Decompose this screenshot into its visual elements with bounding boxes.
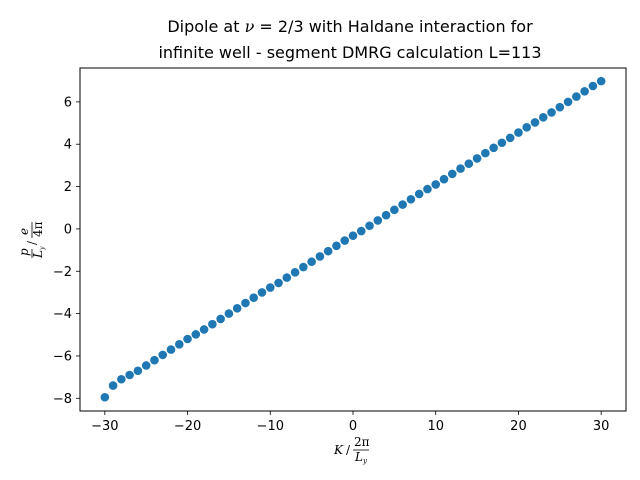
x-tick-label: −20 <box>174 419 201 434</box>
data-point <box>538 113 548 122</box>
title-prefix: Dipole at <box>167 17 244 36</box>
data-point <box>141 361 151 370</box>
data-point <box>133 366 143 376</box>
data-point <box>183 334 192 344</box>
data-point <box>406 194 416 204</box>
data-point <box>125 370 134 380</box>
data-point <box>265 283 275 292</box>
data-point <box>224 309 234 318</box>
data-point <box>199 325 209 334</box>
ylabel-e: e <box>17 228 31 235</box>
data-point <box>381 210 391 220</box>
data-point <box>332 241 341 251</box>
data-point <box>447 169 457 179</box>
data-point <box>522 122 532 132</box>
data-point <box>249 293 259 303</box>
data-point <box>472 154 482 163</box>
data-point <box>596 76 606 86</box>
data-point <box>514 128 523 137</box>
data-point <box>497 138 507 148</box>
y-tick-label: 6 <box>64 95 72 110</box>
data-point <box>439 174 449 184</box>
data-point <box>216 314 225 324</box>
ylabel-p: p <box>17 248 31 256</box>
data-point <box>241 298 250 308</box>
data-point <box>232 304 242 313</box>
data-point <box>348 231 358 240</box>
data-point <box>414 189 424 199</box>
title-eq: = <box>254 17 278 36</box>
x-tick-label: 0 <box>349 419 357 434</box>
data-point <box>257 288 267 297</box>
data-point <box>108 381 118 390</box>
y-axis-ticks: −8 −6 −4 −2 0 2 4 6 <box>53 95 80 407</box>
y-tick-label: −6 <box>53 349 72 364</box>
data-point <box>390 205 399 215</box>
data-point <box>489 143 498 153</box>
data-point <box>307 257 316 267</box>
ylabel-slash: / <box>25 240 39 245</box>
xlabel-k: K <box>333 443 344 457</box>
y-tick-label: 2 <box>64 180 72 195</box>
xlabel-numerator: 2π <box>354 435 370 449</box>
x-tick-label: 10 <box>427 419 444 434</box>
data-point <box>323 246 333 256</box>
x-tick-label: −10 <box>257 419 284 434</box>
data-point <box>563 97 573 107</box>
data-point <box>580 86 589 96</box>
y-tick-label: 0 <box>64 222 72 237</box>
data-point <box>315 252 325 261</box>
x-tick-label: 20 <box>510 419 527 434</box>
data-point <box>117 374 126 384</box>
data-point <box>365 221 374 231</box>
data-point <box>100 392 110 402</box>
data-points <box>100 76 606 402</box>
chart-title-line1: Dipole at ν = 2/3 with Haldane interacti… <box>167 17 533 36</box>
data-point <box>174 340 184 349</box>
data-point <box>282 273 292 282</box>
ylabel-ly: Ly <box>31 246 46 259</box>
data-point <box>555 102 565 112</box>
data-point <box>464 159 474 169</box>
data-point <box>158 350 168 360</box>
data-point <box>588 81 598 91</box>
data-point <box>299 262 308 272</box>
y-tick-label: 4 <box>64 138 72 153</box>
x-tick-label: −30 <box>91 419 118 434</box>
xlabel-denominator: Ly <box>354 450 368 465</box>
xlabel-slash: / <box>346 443 351 457</box>
data-point <box>208 319 217 329</box>
chart-title-line2: infinite well - segment DMRG calculation… <box>158 43 541 62</box>
data-point <box>290 268 300 277</box>
y-tick-label: −4 <box>53 307 72 322</box>
x-axis-label: K / 2π Ly <box>333 435 370 465</box>
y-tick-label: −8 <box>53 392 72 407</box>
data-point <box>431 180 441 189</box>
data-point <box>274 278 283 288</box>
data-point <box>373 216 383 225</box>
data-point <box>572 92 581 101</box>
y-tick-label: −2 <box>53 265 72 280</box>
title-suffix: with Haldane interaction for <box>304 17 533 36</box>
data-point <box>505 133 515 143</box>
data-point <box>530 118 540 127</box>
title-frac: 2/3 <box>278 17 304 36</box>
data-point <box>456 164 465 173</box>
data-point <box>356 226 366 236</box>
x-axis-ticks: −30 −20 −10 0 10 20 30 <box>91 411 609 434</box>
data-point <box>150 355 159 365</box>
data-point <box>398 200 407 209</box>
data-point <box>191 330 201 339</box>
ylabel-4pi: 4π <box>31 221 45 237</box>
x-tick-label: 30 <box>593 419 610 434</box>
data-point <box>481 148 490 158</box>
data-point <box>423 184 432 194</box>
data-point <box>166 345 176 354</box>
title-nu: ν <box>245 17 255 36</box>
data-point <box>340 236 350 245</box>
data-point <box>547 108 556 117</box>
y-axis-label: p Ly / e 4π <box>17 221 46 259</box>
